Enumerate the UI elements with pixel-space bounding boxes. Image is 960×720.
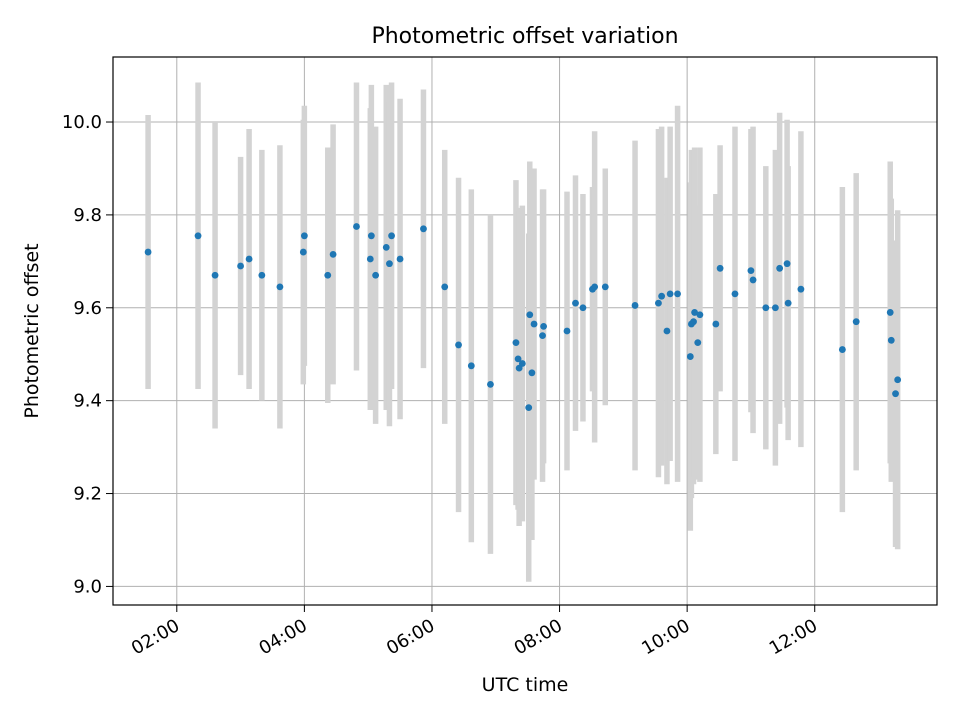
data-point — [838, 346, 846, 353]
y-tick-label: 9.4 — [73, 391, 102, 412]
data-point — [886, 309, 894, 316]
data-point — [530, 320, 538, 328]
data-point — [526, 311, 534, 319]
data-point — [455, 341, 462, 349]
data-point — [797, 285, 805, 293]
data-point — [686, 353, 694, 360]
chart-title: Photometric offset variation — [371, 24, 678, 49]
data-point — [691, 309, 698, 316]
data-point — [696, 311, 704, 319]
data-point — [666, 290, 674, 298]
data-point — [712, 320, 720, 328]
y-tick-label: 9.8 — [73, 205, 102, 226]
y-tick-label: 9.0 — [73, 576, 102, 597]
data-point — [579, 304, 587, 312]
data-point — [776, 264, 784, 272]
data-point — [784, 299, 792, 307]
data-point — [591, 283, 599, 291]
data-point — [563, 327, 571, 335]
data-point — [852, 318, 860, 326]
data-point — [487, 381, 494, 388]
data-point — [525, 404, 533, 412]
data-point — [372, 271, 380, 279]
data-point — [396, 255, 404, 263]
data-point — [467, 362, 475, 370]
data-point — [353, 223, 360, 230]
data-point — [747, 267, 755, 275]
data-point — [366, 255, 374, 263]
data-point — [894, 376, 902, 384]
data-point — [514, 355, 522, 363]
data-point — [386, 260, 393, 268]
data-point — [211, 271, 219, 279]
data-point — [663, 327, 671, 335]
data-point — [245, 255, 253, 263]
data-point — [367, 232, 375, 240]
data-point — [194, 232, 202, 240]
data-point — [329, 250, 337, 258]
data-point — [144, 248, 152, 256]
data-point — [276, 283, 284, 291]
data-point — [674, 290, 681, 298]
data-point — [572, 299, 579, 307]
data-point — [539, 332, 546, 340]
data-point — [731, 290, 739, 298]
y-tick-label: 9.2 — [73, 484, 102, 505]
data-point — [631, 302, 639, 309]
data-point — [892, 390, 899, 398]
data-point — [601, 283, 609, 291]
data-point — [518, 360, 526, 367]
data-point — [887, 336, 895, 344]
data-points — [144, 223, 902, 412]
x-axis-label: UTC time — [482, 674, 569, 696]
data-point — [716, 264, 724, 272]
data-point — [441, 283, 449, 291]
data-point — [528, 369, 536, 377]
data-point — [749, 276, 757, 284]
data-point — [299, 248, 307, 256]
data-point — [694, 339, 702, 347]
data-point — [658, 292, 666, 300]
data-point — [540, 322, 548, 330]
y-tick-label: 10.0 — [62, 112, 102, 133]
y-tick-label: 9.6 — [73, 298, 102, 319]
data-point — [300, 232, 308, 240]
data-point — [420, 225, 427, 233]
data-point — [324, 271, 332, 279]
data-point — [762, 304, 770, 312]
plot-frame — [112, 56, 938, 606]
data-point — [512, 339, 520, 347]
data-point — [382, 244, 390, 251]
data-point — [388, 232, 395, 240]
data-point — [690, 318, 697, 326]
data-point — [783, 260, 791, 268]
data-point — [237, 262, 244, 270]
data-point — [258, 271, 266, 279]
y-axis-label: Photometric offset — [21, 243, 43, 418]
data-point — [771, 304, 779, 312]
data-point — [655, 299, 662, 307]
